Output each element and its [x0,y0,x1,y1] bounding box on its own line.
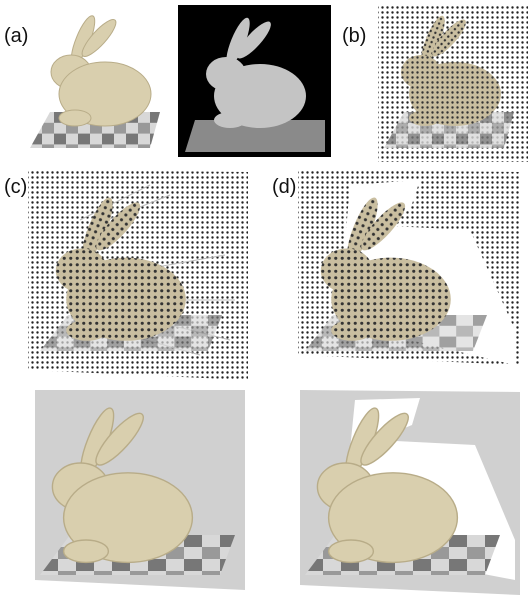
panel-label: (c) [4,176,27,198]
panel-a-color [30,13,160,148]
panel-d [298,170,520,365]
panel-c-render [35,390,245,590]
panel-d-render [300,390,520,595]
panel-label: (d) [272,176,296,198]
figure: (a) (b) (c) (d) [0,0,530,601]
panel-b [378,5,528,162]
panel-a-depth [178,5,331,157]
panel-c [28,170,248,380]
panel-label: (b) [342,25,366,47]
panel-label: (a) [4,25,28,47]
